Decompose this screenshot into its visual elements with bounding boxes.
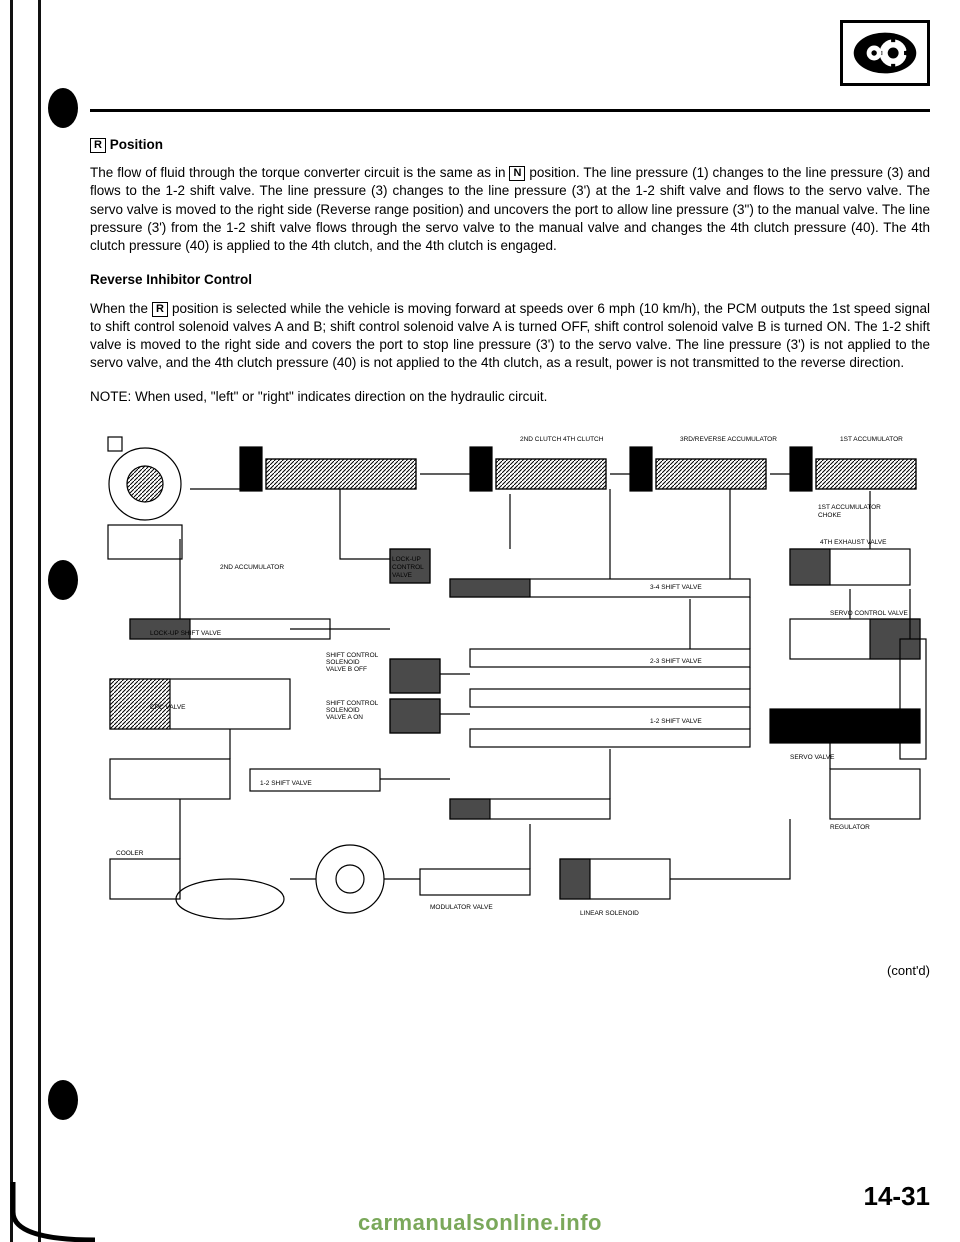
- shift-position-box: R: [90, 138, 106, 153]
- svg-text:4TH EXHAUST VALVE: 4TH EXHAUST VALVE: [820, 539, 887, 546]
- svg-text:CPC VALVE: CPC VALVE: [150, 704, 186, 711]
- svg-text:1ST ACCUMULATOR: 1ST ACCUMULATOR: [818, 504, 881, 511]
- para-text: When the: [90, 301, 152, 316]
- section-title-reverse-inhibitor: Reverse Inhibitor Control: [90, 271, 930, 289]
- shift-position-box: R: [152, 302, 168, 317]
- svg-text:COOLER: COOLER: [116, 850, 144, 857]
- page-number: 14-31: [864, 1181, 931, 1212]
- gear-icon-box: [840, 20, 930, 86]
- note-line: NOTE: When used, "left" or "right" indic…: [90, 388, 930, 406]
- binder-hole-icon: [48, 1080, 78, 1120]
- svg-text:CONTROL: CONTROL: [392, 564, 424, 571]
- svg-text:3RD/REVERSE ACCUMULATOR: 3RD/REVERSE ACCUMULATOR: [680, 436, 777, 443]
- svg-text:2ND CLUTCH 4TH CLUTCH: 2ND CLUTCH 4TH CLUTCH: [520, 436, 604, 443]
- svg-text:REGULATOR: REGULATOR: [830, 824, 870, 831]
- paragraph-r-position: The flow of fluid through the torque con…: [90, 164, 930, 255]
- gear-icon: [851, 28, 919, 78]
- title-text: Position: [106, 137, 163, 152]
- svg-text:SHIFT CONTROL: SHIFT CONTROL: [326, 652, 379, 659]
- svg-text:VALVE: VALVE: [392, 572, 413, 579]
- svg-text:LOCK-UP SHIFT VALVE: LOCK-UP SHIFT VALVE: [150, 630, 222, 637]
- section-title-r-position: R Position: [90, 136, 930, 154]
- svg-text:CHOKE: CHOKE: [818, 512, 842, 519]
- svg-text:2-3 SHIFT VALVE: 2-3 SHIFT VALVE: [650, 658, 702, 665]
- svg-text:3-4 SHIFT VALVE: 3-4 SHIFT VALVE: [650, 584, 702, 591]
- svg-text:LINEAR SOLENOID: LINEAR SOLENOID: [580, 910, 639, 917]
- note-text: When used, "left" or "right" indicates d…: [131, 389, 547, 404]
- note-label: NOTE:: [90, 389, 131, 404]
- hydraulic-circuit-diagram: 2ND CLUTCH 4TH CLUTCH 3RD/REVERSE ACCUMU…: [90, 429, 930, 939]
- shift-position-box: N: [509, 166, 525, 181]
- binder-hole-icon: [48, 88, 78, 128]
- svg-text:2ND ACCUMULATOR: 2ND ACCUMULATOR: [220, 564, 284, 571]
- svg-text:SHIFT CONTROL: SHIFT CONTROL: [326, 700, 379, 707]
- spine-line: [38, 0, 41, 1242]
- page: R Position The flow of fluid through the…: [0, 0, 960, 1242]
- svg-text:MODULATOR VALVE: MODULATOR VALVE: [430, 904, 493, 911]
- para-text: position is selected while the vehicle i…: [90, 301, 930, 371]
- svg-text:LOCK-UP: LOCK-UP: [392, 556, 421, 563]
- paragraph-reverse-inhibitor: When the R position is selected while th…: [90, 300, 930, 373]
- watermark-text: carmanualsonline.info: [0, 1210, 960, 1236]
- page-corner-curve: [5, 1182, 95, 1242]
- svg-text:VALVE A ON: VALVE A ON: [326, 714, 363, 721]
- svg-text:VALVE B OFF: VALVE B OFF: [326, 666, 367, 673]
- svg-text:1-2 SHIFT VALVE: 1-2 SHIFT VALVE: [650, 718, 702, 725]
- svg-text:1-2 SHIFT VALVE: 1-2 SHIFT VALVE: [260, 780, 312, 787]
- para-text: The flow of fluid through the torque con…: [90, 165, 509, 180]
- spine-line: [10, 0, 13, 1242]
- content-area: R Position The flow of fluid through the…: [90, 20, 930, 1212]
- svg-text:SOLENOID: SOLENOID: [326, 659, 360, 666]
- body-text: R Position The flow of fluid through the…: [90, 112, 930, 979]
- binding-spine: [0, 0, 46, 1242]
- svg-text:SOLENOID: SOLENOID: [326, 707, 360, 714]
- binder-hole-icon: [48, 560, 78, 600]
- contd-label: (cont'd): [90, 962, 930, 980]
- svg-text:1ST ACCUMULATOR: 1ST ACCUMULATOR: [840, 436, 903, 443]
- page-header: [90, 20, 930, 112]
- svg-text:SERVO VALVE: SERVO VALVE: [790, 754, 835, 761]
- svg-text:SERVO CONTROL VALVE: SERVO CONTROL VALVE: [830, 610, 908, 617]
